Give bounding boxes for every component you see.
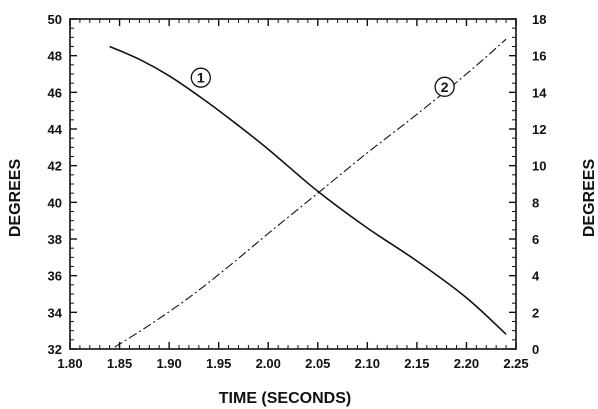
series-line-1 (109, 45, 507, 335)
y-right-tick-label: 16 (532, 49, 546, 64)
x-tick-label: 2.10 (355, 356, 380, 371)
y-right-tick-label: 2 (532, 305, 539, 320)
x-tick-label: 2.05 (305, 356, 330, 371)
y-right-tick-label: 12 (532, 122, 546, 137)
y-right-tick-label: 0 (532, 342, 539, 357)
y-left-tick-label: 46 (48, 85, 62, 100)
y-right-tick-label: 6 (532, 232, 539, 247)
series-marker-circle-1 (190, 67, 211, 88)
y-right-tick-label: 18 (532, 12, 546, 27)
series-marker-circle-2 (434, 76, 455, 97)
y-left-tick-label: 42 (48, 159, 62, 174)
series-marker-label-2: 2 (441, 79, 449, 95)
x-tick-label: 2.00 (256, 356, 281, 371)
annotation-group: 12 (190, 67, 455, 97)
y-left-tick-label: 48 (48, 49, 62, 64)
x-tick-label: 1.90 (156, 356, 181, 371)
y-right-tick-label: 4 (532, 269, 540, 284)
y-left-tick-label: 36 (48, 269, 62, 284)
x-axis-title: TIME (SECONDS) (219, 390, 351, 407)
y-left-tick-label: 44 (48, 122, 63, 137)
x-tick-label: 2.25 (503, 356, 528, 371)
y-left-tick-label: 50 (48, 12, 62, 27)
y-left-axis-title: DEGREES (7, 159, 24, 238)
y-right-tick-label: 8 (532, 195, 539, 210)
y-right-axis-title: DEGREES (581, 159, 598, 238)
y-left-tick-label: 38 (48, 232, 62, 247)
x-tick-label: 1.85 (107, 356, 132, 371)
x-tick-label: 1.80 (57, 356, 82, 371)
series-marker-label-1: 1 (197, 70, 205, 86)
y-right-tick-label: 14 (532, 85, 547, 100)
y-left-tick-label: 34 (48, 305, 63, 320)
axes-group: 1.80 1.85 1.90 1.95 2.00 2.05 2.10 2.15 2.20 2.25… (48, 12, 548, 371)
x-tick-label: 1.95 (206, 356, 231, 371)
y-right-tick-label: 10 (532, 159, 546, 174)
x-tick-label: 2.15 (404, 356, 429, 371)
y-left-tick-label: 40 (48, 195, 62, 210)
y-left-tick-label: 32 (48, 342, 62, 357)
x-tick-label: 2.20 (454, 356, 479, 371)
plot-frame (69, 18, 517, 350)
